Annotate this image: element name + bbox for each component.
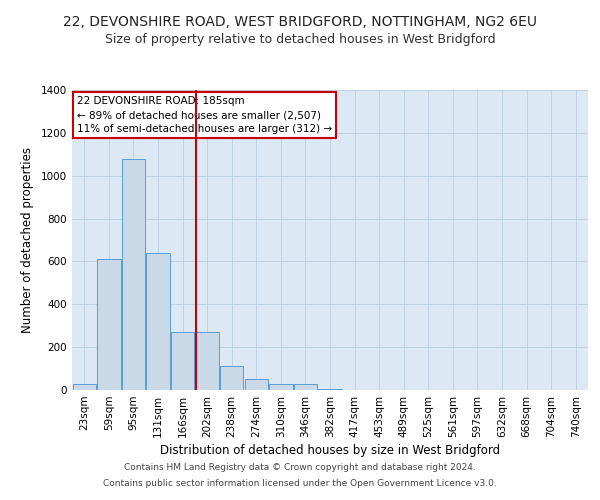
Bar bbox=[122, 158, 145, 390]
Bar bbox=[319, 389, 341, 390]
Bar bbox=[294, 384, 317, 390]
Bar bbox=[196, 332, 219, 390]
Text: Contains public sector information licensed under the Open Government Licence v3: Contains public sector information licen… bbox=[103, 478, 497, 488]
Text: Contains HM Land Registry data © Crown copyright and database right 2024.: Contains HM Land Registry data © Crown c… bbox=[124, 464, 476, 472]
Y-axis label: Number of detached properties: Number of detached properties bbox=[21, 147, 34, 333]
Text: Size of property relative to detached houses in West Bridgford: Size of property relative to detached ho… bbox=[104, 32, 496, 46]
Text: 22 DEVONSHIRE ROAD: 185sqm
← 89% of detached houses are smaller (2,507)
11% of s: 22 DEVONSHIRE ROAD: 185sqm ← 89% of deta… bbox=[77, 96, 332, 134]
Bar bbox=[220, 366, 244, 390]
Bar bbox=[171, 332, 194, 390]
Bar bbox=[245, 380, 268, 390]
Bar bbox=[269, 384, 293, 390]
X-axis label: Distribution of detached houses by size in West Bridgford: Distribution of detached houses by size … bbox=[160, 444, 500, 457]
Text: 22, DEVONSHIRE ROAD, WEST BRIDGFORD, NOTTINGHAM, NG2 6EU: 22, DEVONSHIRE ROAD, WEST BRIDGFORD, NOT… bbox=[63, 15, 537, 29]
Bar bbox=[146, 253, 170, 390]
Bar bbox=[73, 384, 96, 390]
Bar bbox=[97, 260, 121, 390]
